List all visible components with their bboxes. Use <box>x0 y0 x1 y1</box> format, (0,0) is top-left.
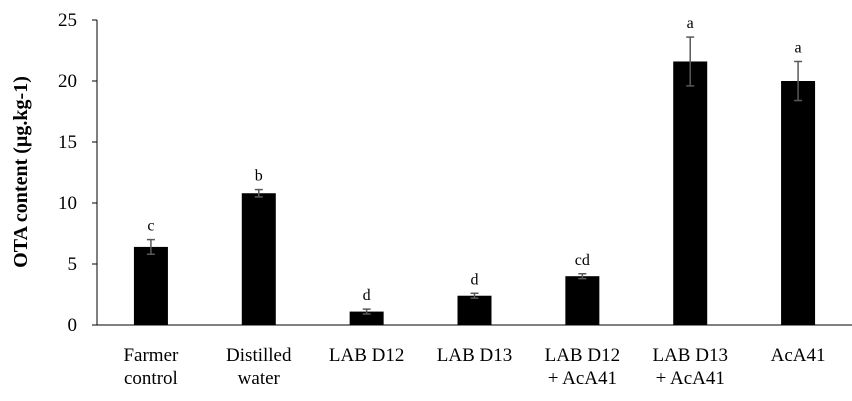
x-tick-label: control <box>124 368 178 389</box>
significance-label: d <box>471 271 479 288</box>
significance-label: c <box>147 218 154 235</box>
x-tick-label: LAB D12 <box>545 345 620 366</box>
x-tick-label: LAB D13 <box>652 345 727 366</box>
x-tick-label: + AcA41 <box>548 368 617 389</box>
y-tick-label: 15 <box>58 132 77 153</box>
x-tick-label: AcA41 <box>771 345 826 366</box>
bar <box>349 311 384 325</box>
significance-label: a <box>687 15 694 32</box>
bar <box>673 61 708 325</box>
x-tick-label: + AcA41 <box>656 368 725 389</box>
bar <box>565 276 600 325</box>
x-tick-label: LAB D12 <box>329 345 404 366</box>
y-tick-label: 10 <box>58 193 77 214</box>
axes: 0 5 10 15 20 25 <box>58 10 852 336</box>
significance-label: b <box>255 168 263 185</box>
bar <box>781 81 816 325</box>
y-tick-label: 20 <box>58 71 77 92</box>
significance-label: d <box>363 287 371 304</box>
x-tick-label: Distilled <box>226 345 292 366</box>
y-tick-label: 5 <box>68 254 78 275</box>
y-tick-label: 25 <box>58 10 77 31</box>
bar <box>133 246 168 325</box>
significance-label: a <box>795 39 802 56</box>
x-tick-label: water <box>238 368 281 389</box>
bar <box>457 295 492 325</box>
x-tick-label: LAB D13 <box>437 345 512 366</box>
bar <box>241 193 276 325</box>
x-tick-label: Farmer <box>123 345 179 366</box>
bars <box>133 36 816 325</box>
y-tick-label: 0 <box>68 315 78 336</box>
y-axis-title: OTA content (µg.kg-1) <box>10 76 32 268</box>
significance-label: cd <box>575 252 590 269</box>
